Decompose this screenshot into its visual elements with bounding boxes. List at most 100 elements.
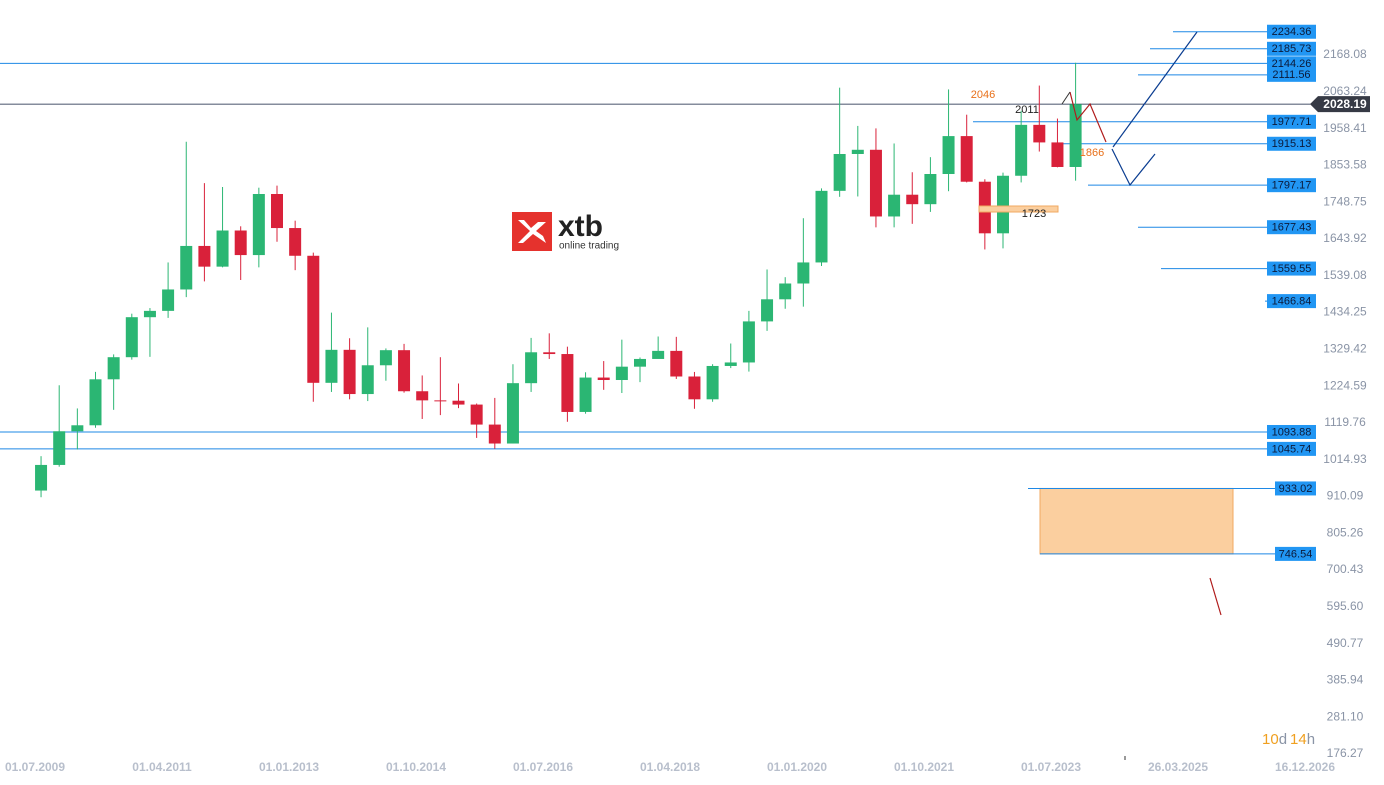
level-label: 2144.26 xyxy=(1272,58,1312,70)
y-tick-label: 1434.25 xyxy=(1323,305,1367,319)
y-tick-label: 1643.92 xyxy=(1323,231,1367,245)
timer-part: 10 xyxy=(1262,731,1279,748)
candle-body xyxy=(470,404,483,425)
projection xyxy=(1061,91,1071,105)
candle-body xyxy=(216,230,229,267)
candle-body xyxy=(35,464,48,491)
candle-body xyxy=(652,350,665,359)
x-tick-label: 01.01.2020 xyxy=(767,760,827,774)
y-tick-label: 176.27 xyxy=(1327,746,1364,760)
y-tick-label: 1329.42 xyxy=(1323,342,1367,356)
level-label: 1559.55 xyxy=(1272,263,1312,275)
level-label-box xyxy=(1267,424,1316,439)
projection xyxy=(1111,148,1156,187)
candle-body xyxy=(1033,124,1046,143)
x-tick-label: 01.04.2018 xyxy=(640,760,700,774)
y-tick-label: 1539.08 xyxy=(1323,268,1367,282)
x-tick-label: 01.07.2016 xyxy=(513,760,573,774)
annotation: 2046 xyxy=(971,89,995,101)
y-tick-label: 385.94 xyxy=(1327,673,1364,687)
y-tick-label: 910.09 xyxy=(1327,489,1364,503)
candle-body xyxy=(543,352,556,355)
x-tick-label: 01.07.2023 xyxy=(1021,760,1081,774)
candle-body xyxy=(960,136,973,182)
zone-1723 xyxy=(978,205,1059,213)
level-label: 1977.71 xyxy=(1272,116,1312,128)
candle-body xyxy=(125,317,138,358)
y-tick-label: 595.60 xyxy=(1327,599,1364,613)
projection xyxy=(1069,91,1107,143)
candle-body xyxy=(180,245,193,290)
level-label-box xyxy=(1267,136,1316,151)
candle-body xyxy=(797,262,810,284)
projection xyxy=(1209,577,1222,616)
timer-part: d xyxy=(1279,731,1287,748)
candle-body xyxy=(906,194,919,205)
level-label: 1797.17 xyxy=(1272,180,1312,192)
candle-body xyxy=(234,230,247,256)
plot xyxy=(0,31,1316,555)
level-label-box xyxy=(1267,261,1316,276)
y-tick-label: 700.43 xyxy=(1327,562,1364,576)
level-label: 746.54 xyxy=(1279,548,1313,560)
candle-body xyxy=(1015,124,1028,176)
level-label-box xyxy=(1267,178,1316,193)
y-tick-label: 1853.58 xyxy=(1323,158,1367,172)
candle-body xyxy=(833,153,846,191)
logo-tagline: online trading xyxy=(559,241,619,252)
candle-body xyxy=(89,379,102,426)
candle-body xyxy=(434,400,447,402)
x-tick-label: 01.04.2011 xyxy=(132,760,192,774)
y-tick-label: 805.26 xyxy=(1327,525,1364,539)
last-price-box xyxy=(1310,96,1370,113)
candle-body xyxy=(398,350,411,392)
y-tick-label: 1958.41 xyxy=(1323,121,1367,135)
level-label-box xyxy=(1267,56,1316,71)
annotation: 1723 xyxy=(1022,208,1046,220)
candle-body xyxy=(143,310,156,318)
drawings xyxy=(978,31,1222,760)
candle-body xyxy=(488,424,501,444)
x-tick-label: 01.10.2014 xyxy=(386,760,446,774)
y-tick-label: 1224.59 xyxy=(1323,378,1367,392)
candle-body xyxy=(779,283,792,300)
candle-body xyxy=(815,190,828,263)
level-label-box xyxy=(1275,481,1316,496)
candle-body xyxy=(706,365,719,400)
projection xyxy=(1112,31,1198,148)
candle-body xyxy=(1051,142,1064,167)
x-tick-label: 26.03.2025 xyxy=(1148,760,1208,774)
annotation: 1866 xyxy=(1080,147,1104,159)
x-tick-label: 16.12.2026 xyxy=(1275,760,1335,774)
level-label-box xyxy=(1275,546,1316,561)
candle-body xyxy=(289,228,302,256)
candle-body xyxy=(506,383,519,444)
candle-body xyxy=(670,350,683,377)
y-tick-label: 490.77 xyxy=(1327,636,1364,650)
candle-body xyxy=(343,349,356,395)
y-tick-label: 2063.24 xyxy=(1323,84,1367,98)
candle-body xyxy=(325,349,338,383)
level-label: 2185.73 xyxy=(1272,43,1312,55)
candle-body xyxy=(597,377,610,381)
candle-body xyxy=(1069,104,1082,167)
x-tick-label: 01.01.2013 xyxy=(259,760,319,774)
last-price-label: 2028.19 xyxy=(1323,97,1367,111)
candle-body xyxy=(416,391,429,401)
level-label: 2111.56 xyxy=(1272,69,1310,81)
timer: 10d 14h xyxy=(1262,731,1315,748)
logo-x xyxy=(518,220,546,243)
timer-part: 14 xyxy=(1290,731,1307,748)
candle-body xyxy=(162,289,175,311)
level-label: 1915.13 xyxy=(1272,138,1312,150)
candle-body xyxy=(724,362,737,366)
level-label-box xyxy=(1267,294,1316,309)
y-tick-label: 1748.75 xyxy=(1323,194,1367,208)
x-tick-label: 01.10.2021 xyxy=(894,760,954,774)
candle-body xyxy=(869,149,882,217)
candle-body xyxy=(742,321,755,363)
candle-body xyxy=(851,149,864,154)
logo: xtb online trading xyxy=(512,210,619,252)
zone xyxy=(1039,487,1234,555)
